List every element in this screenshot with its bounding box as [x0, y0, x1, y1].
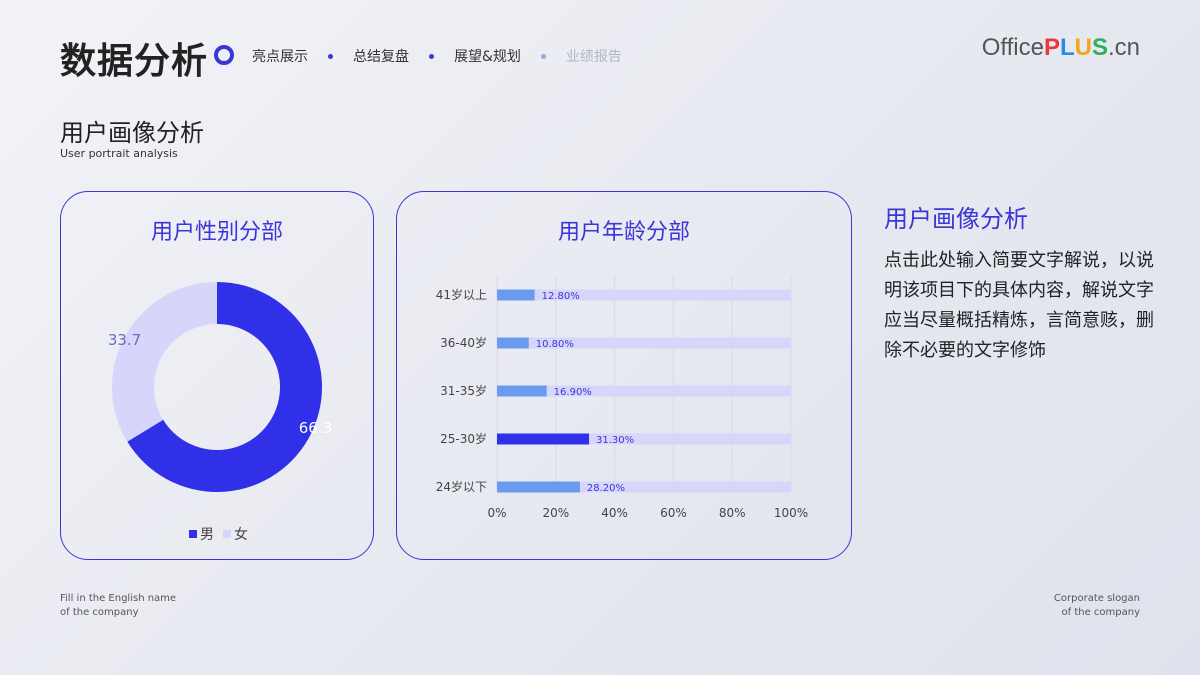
bar-track [497, 289, 791, 301]
gender-chart-card: 用户性别分部 66.3 33.7 男 女 [60, 191, 374, 560]
gender-chart-title: 用户性别分部 [150, 220, 283, 245]
side-description[interactable]: 点击此处输入简要文字解说，以说明该项目下的具体内容，解说文字应当尽量概括精炼，言… [884, 250, 1154, 361]
bar [497, 433, 590, 445]
dot-icon [429, 53, 434, 59]
side-title: 用户画像分析 [884, 205, 1028, 233]
data-label: 28.20% [587, 483, 625, 494]
x-tick-label: 0% [487, 506, 506, 520]
bar [497, 337, 529, 349]
category-label: 36-40岁 [440, 335, 487, 350]
dot-icon [540, 53, 546, 59]
donut-label-1: 33.7 [108, 331, 141, 349]
dot-icon [328, 53, 333, 59]
data-label: 10.80% [536, 339, 574, 350]
nav-item-outlook[interactable]: 展望&规划 [454, 49, 521, 65]
legend-label-0: 男 [200, 527, 214, 543]
category-label: 24岁以下 [436, 479, 487, 494]
donut-label-0: 66.3 [299, 419, 332, 437]
legend-swatch-0 [189, 530, 197, 538]
category-label: 31-35岁 [440, 383, 487, 398]
age-chart-card: 用户年龄分部 0% 20% 40% 60% 80% 100% 41岁以上 12.80% 36-4… [396, 191, 852, 560]
bar [497, 289, 535, 301]
bar [497, 481, 580, 493]
footer-slogan: Corporate slogan of the company [1053, 593, 1140, 618]
x-tick-label: 80% [719, 506, 746, 520]
bar-track [497, 385, 791, 397]
x-tick-label: 60% [660, 506, 687, 520]
ring-icon [214, 45, 234, 65]
data-label: 12.80% [542, 291, 580, 302]
nav-item-review[interactable]: 总结复盘 [353, 49, 409, 65]
legend-swatch-1 [223, 530, 231, 538]
donut-slice-0 [127, 282, 322, 492]
officeplus-logo: OfficePLUS.cn [981, 34, 1140, 61]
age-bar-chart: 0% 20% 40% 60% 80% 100% 41岁以上 12.80% 36-40岁 10.80… [436, 275, 808, 520]
gender-donut-chart: 66.3 33.7 男 女 [108, 282, 332, 543]
donut-slice-1 [112, 282, 217, 442]
data-label: 31.30% [596, 435, 634, 446]
bar [497, 385, 547, 397]
page-title: 数据分析 [60, 41, 209, 82]
category-label: 25-30岁 [440, 431, 487, 446]
footer-company-name: Fill in the English name of the company [60, 593, 177, 618]
bar-track [497, 433, 791, 445]
section-title: 用户画像分析 [60, 119, 204, 147]
section-subtitle: User portrait analysis [60, 147, 178, 160]
data-label: 16.90% [554, 387, 592, 398]
nav-item-highlights[interactable]: 亮点展示 [252, 49, 308, 65]
bar-track [497, 481, 791, 493]
category-label: 41岁以上 [436, 287, 487, 302]
section-nav: 亮点展示 总结复盘 展望&规划 业绩报告 [252, 46, 622, 66]
x-tick-label: 40% [601, 506, 628, 520]
x-tick-label: 100% [774, 506, 808, 520]
nav-item-report[interactable]: 业绩报告 [565, 49, 622, 65]
legend-label-1: 女 [234, 526, 248, 543]
x-tick-label: 20% [542, 506, 569, 520]
bar-track [497, 337, 791, 349]
age-chart-title: 用户年龄分部 [557, 220, 690, 245]
